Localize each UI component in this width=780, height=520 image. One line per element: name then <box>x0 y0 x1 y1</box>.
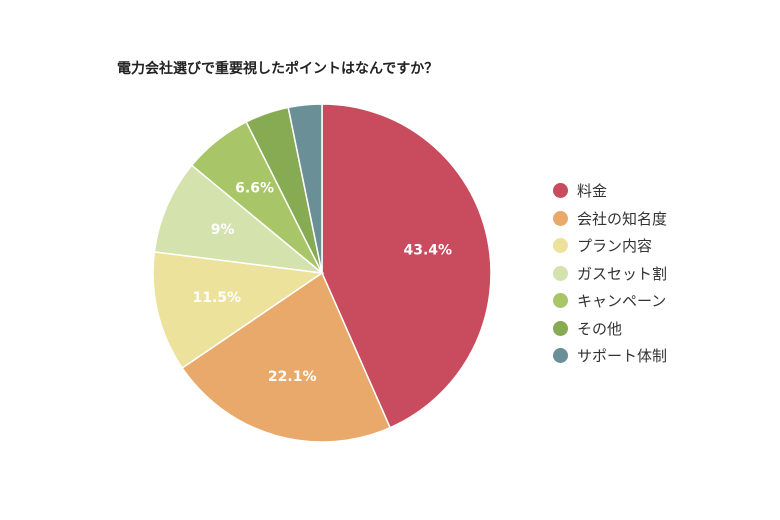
legend-swatch-5 <box>553 320 568 336</box>
pie-slice-1[interactable] <box>181 271 392 443</box>
legend-swatch-6 <box>553 348 568 364</box>
legend: 料金会社の知名度 プラン内容ガスセット割 キャンペーン その他サポート体制 <box>553 177 667 370</box>
legend-label-3: ガスセット割 <box>577 264 668 283</box>
legend-swatch-2 <box>553 238 568 254</box>
slice-data-label-1: 22.1% <box>268 369 317 385</box>
legend-item-4[interactable]: キャンペーン <box>553 287 667 315</box>
legend-label-0: 料金 <box>577 182 608 201</box>
legend-swatch-1 <box>553 210 568 226</box>
pie-slice-6[interactable] <box>287 103 323 274</box>
legend-label-1: 会社の知名度 <box>577 209 668 228</box>
legend-item-6[interactable]: サポート体制 <box>553 342 667 370</box>
slice-data-label-4: 6.6% <box>235 180 274 196</box>
legend-label-4: キャンペーン <box>577 292 667 311</box>
slice-data-label-0: 43.4% <box>404 243 453 259</box>
pie-slice-2[interactable] <box>152 250 325 370</box>
legend-swatch-4 <box>553 293 568 309</box>
chart-title: 電力会社選びで重要視したポイントはなんですか？ <box>117 61 439 77</box>
legend-item-2[interactable]: プラン内容 <box>553 232 667 260</box>
legend-item-5[interactable]: その他 <box>553 315 667 343</box>
slice-data-label-2: 11.5% <box>193 290 242 306</box>
legend-swatch-0 <box>553 183 568 199</box>
legend-swatch-3 <box>553 265 568 281</box>
legend-item-3[interactable]: ガスセット割 <box>553 260 667 288</box>
legend-label-5: その他 <box>577 319 623 338</box>
legend-item-0[interactable]: 料金 <box>553 177 667 205</box>
legend-label-6: サポート体制 <box>577 347 668 366</box>
pie-slice-3[interactable] <box>153 164 325 275</box>
legend-label-2: プラン内容 <box>577 237 653 256</box>
slice-data-label-3: 9% <box>211 222 235 238</box>
legend-item-1[interactable]: 会社の知名度 <box>553 205 667 233</box>
pie-slice-0[interactable] <box>321 103 492 429</box>
